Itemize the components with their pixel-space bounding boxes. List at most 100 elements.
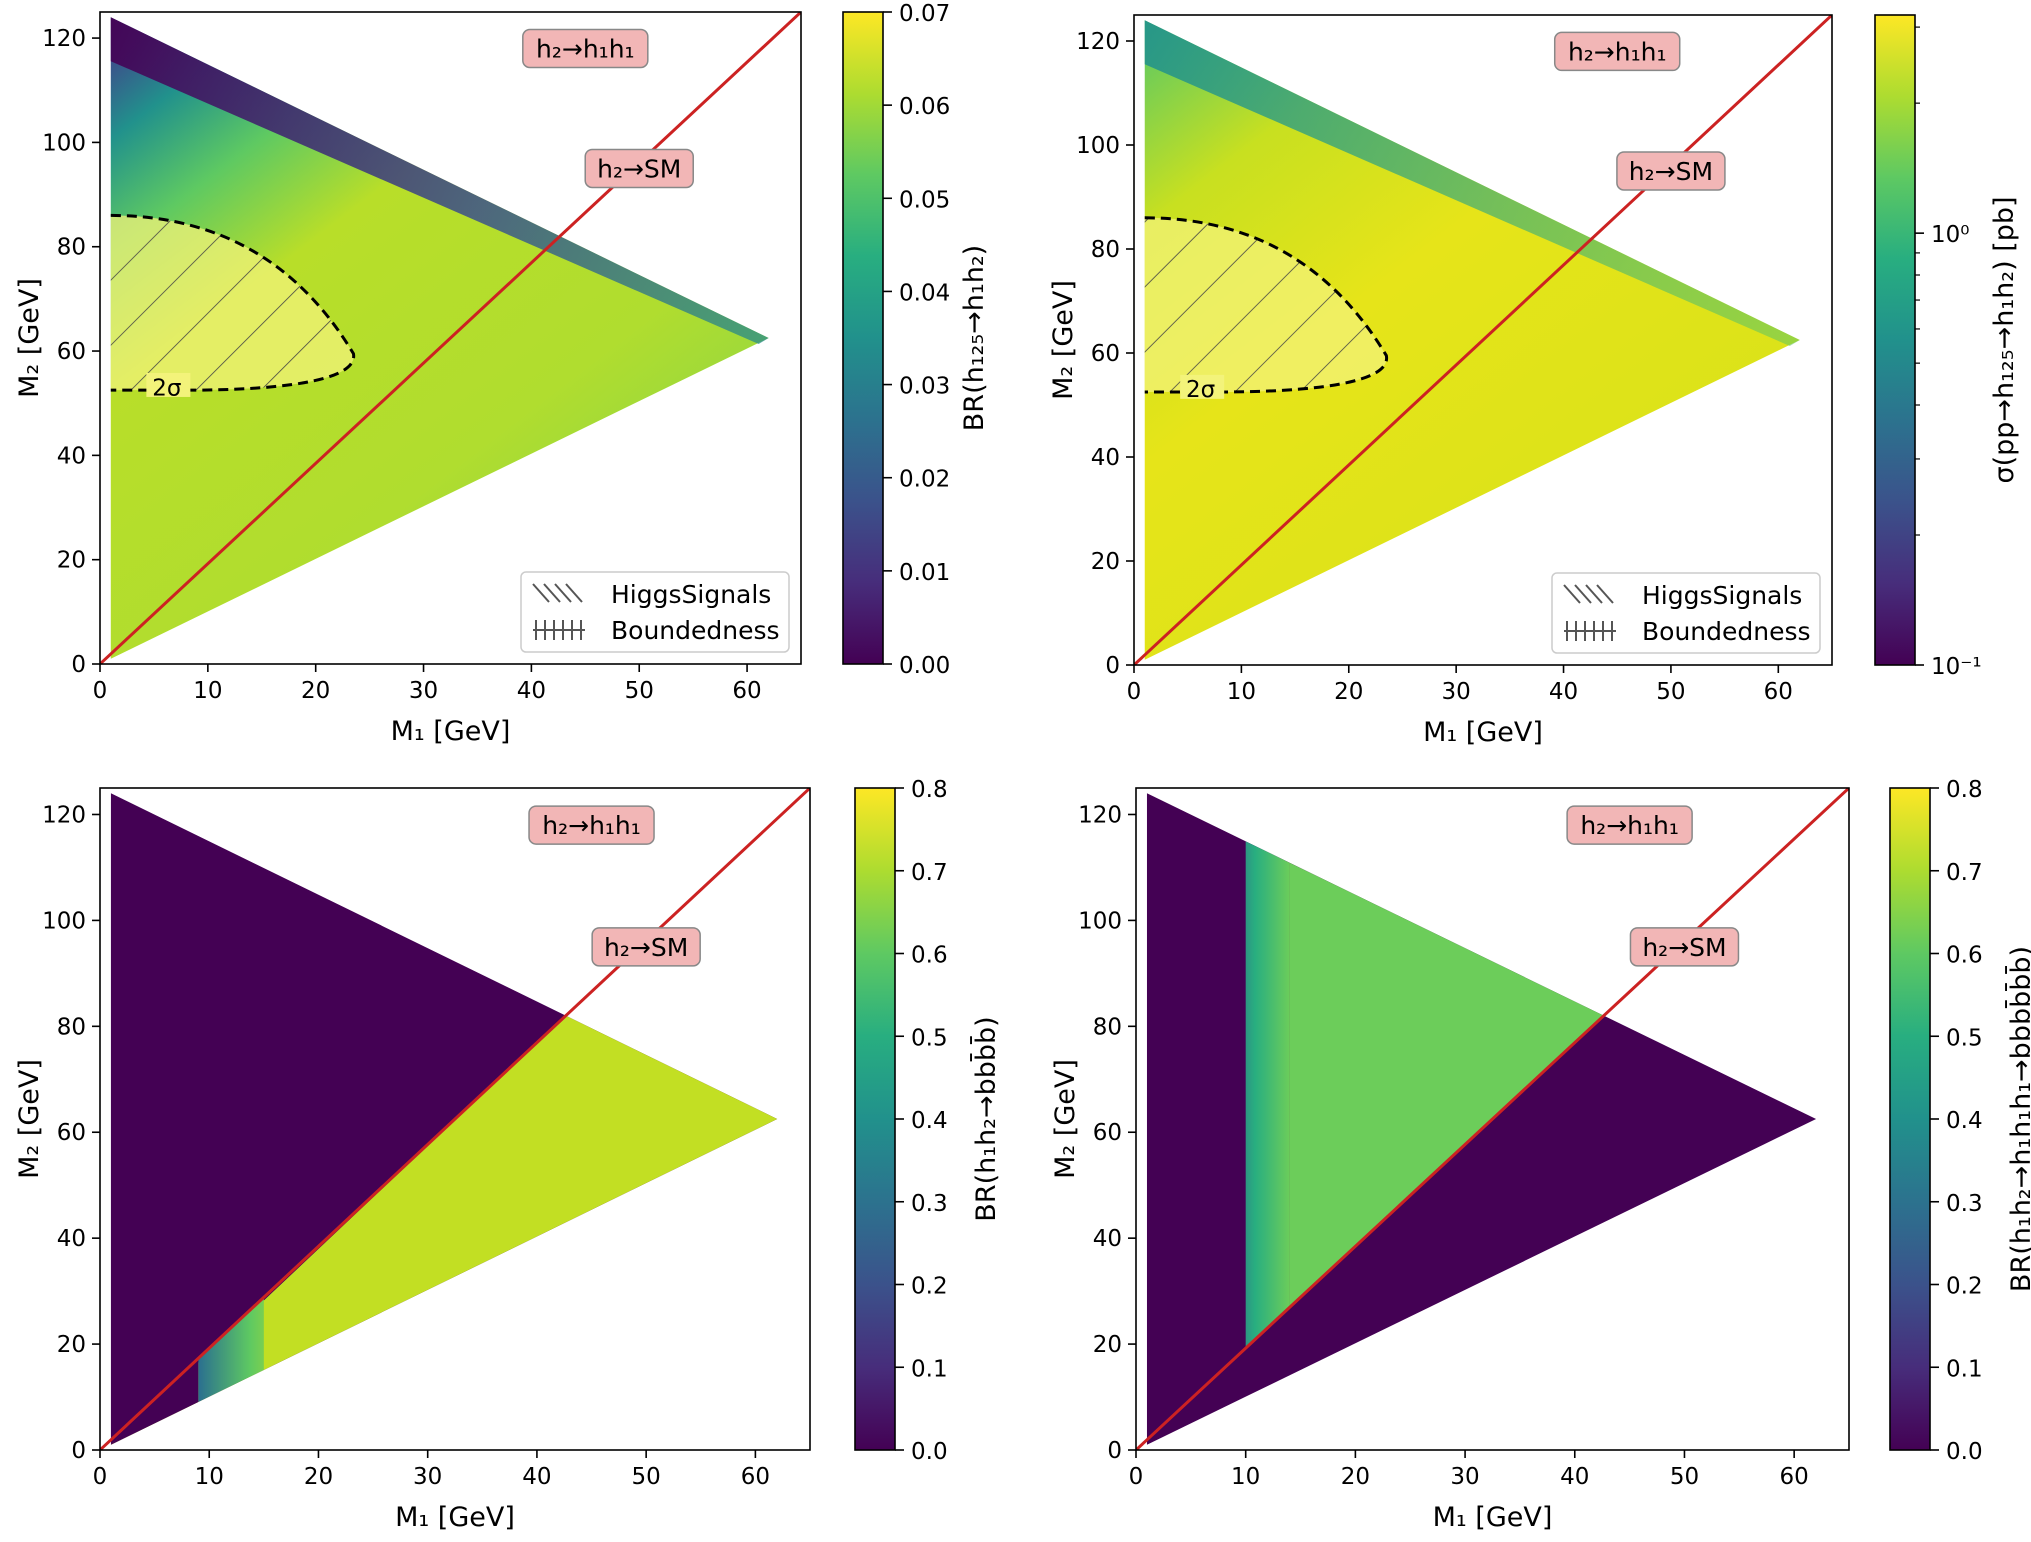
annotation-box	[1553, 31, 1681, 72]
colorbar-tick-label: 0.00	[899, 653, 950, 679]
x-tick-label: 0	[93, 1464, 108, 1490]
y-tick-label: 80	[1093, 1014, 1122, 1040]
colorbar-tick-label: 0.5	[911, 1025, 948, 1051]
colorbar-tick-label: 0.7	[911, 860, 948, 886]
y-tick-label: 100	[1076, 133, 1120, 159]
higgssignals-hatch	[110, 215, 354, 391]
x-tick-label: 10	[195, 1464, 224, 1490]
annotation-box	[1616, 151, 1726, 191]
colorbar-tick-label: 0.4	[1946, 1108, 1983, 1134]
legend-entry: HiggsSignals	[1642, 581, 1802, 610]
contour-2sigma-line	[110, 213, 355, 392]
y-tick-label: 100	[1078, 908, 1122, 934]
colorbar-tick-label: 0.2	[1946, 1274, 1983, 1300]
x-tick-label: 0	[1129, 1464, 1144, 1490]
legend-hatch-swatch	[1563, 584, 1581, 604]
y-tick-label: 120	[1078, 802, 1122, 828]
y-tick-label: 20	[57, 548, 86, 574]
axes-frame	[1133, 14, 1833, 666]
annotation-box	[591, 927, 701, 967]
y-tick-label: 40	[1093, 1226, 1122, 1252]
contour-2sigma-line	[1144, 216, 1388, 394]
colorbar-tick-label: 0.0	[1946, 1439, 1983, 1465]
colorbar-tick-label: 10⁰	[1931, 222, 1970, 248]
colorbar	[842, 11, 884, 665]
panel-4: 0 10 20 30 40 50 60 0 20 40 60 80 100 120 M₁ [GeV] M₂ […	[1050, 777, 2031, 1533]
x-tick-label: 40	[517, 678, 546, 704]
y-tick-label: 0	[71, 1438, 86, 1464]
y-tick-label: 60	[57, 339, 86, 365]
y-tick-label: 60	[1093, 1120, 1122, 1146]
y-tick-label: 20	[1093, 1332, 1122, 1358]
colorbar-tick-label: 0.4	[911, 1108, 948, 1134]
higgssignals-hatch	[1144, 217, 1387, 392]
annotation-box	[584, 148, 694, 189]
x-tick-label: 40	[522, 1464, 551, 1490]
plot-area: 2σ	[1134, 15, 1832, 665]
colorbar-tick-label: 0.6	[1946, 943, 1983, 969]
annotation-box	[1629, 927, 1740, 967]
x-axis-label: M₁ [GeV]	[1433, 1502, 1553, 1533]
colorbar-tick-label: 0.03	[899, 374, 950, 400]
axes-frame	[99, 11, 802, 665]
y-tick-label: 80	[57, 235, 86, 261]
colorbar-tick-label: 0.0	[911, 1439, 948, 1465]
y-tick-label: 40	[57, 443, 86, 469]
diagonal-line	[1134, 15, 1832, 665]
colorbar-label: BR(h₁₂₅→h₁h₂)	[959, 245, 990, 431]
x-tick-label: 30	[413, 1464, 442, 1490]
x-tick-label: 0	[1127, 679, 1142, 705]
colorbar-tick-label: 0.2	[911, 1274, 948, 1300]
colorbar-tick-label: 0.07	[899, 1, 950, 27]
legend-hatch-swatch	[543, 583, 561, 603]
legend-box	[520, 571, 790, 653]
annotation-label: h₂→h₁h₁	[1568, 37, 1667, 66]
contour-label: 2σ	[1186, 377, 1215, 403]
annotation-label: h₂→h₁h₁	[1580, 811, 1679, 840]
y-tick-label: 0	[1107, 1438, 1122, 1464]
annotation-label: h₂→SM	[1642, 933, 1726, 962]
region-below-diagonal	[110, 1015, 778, 1445]
x-tick-label: 10	[193, 678, 222, 704]
colorbar	[1889, 787, 1931, 1451]
plot-area	[100, 788, 810, 1450]
x-tick-label: 50	[625, 678, 654, 704]
legend-entry: Boundedness	[611, 616, 780, 645]
upper-edge-band	[1144, 20, 1800, 346]
x-tick-label: 10	[1227, 679, 1256, 705]
y-tick-label: 0	[1105, 653, 1120, 679]
contour-label: 2σ	[152, 375, 181, 401]
plot-area	[1136, 788, 1849, 1450]
y-tick-label: 60	[57, 1120, 86, 1146]
region-above-diagonal	[1289, 862, 1604, 1308]
x-axis-label: M₁ [GeV]	[391, 716, 511, 747]
x-tick-label: 20	[304, 1464, 333, 1490]
y-tick-label: 120	[1076, 29, 1120, 55]
diagonal-line	[100, 12, 801, 664]
annotation-box	[528, 805, 655, 845]
x-tick-label: 60	[732, 678, 761, 704]
y-axis-label: M₂ [GeV]	[14, 278, 45, 398]
colorbar-tick-label: 0.6	[911, 943, 948, 969]
plot-area: 2σ	[100, 12, 801, 664]
contour-label-bg	[1180, 374, 1225, 399]
panel-3: 0 10 20 30 40 50 60 0 20 40 60 80 100 120 M₁ [GeV] M₂ […	[14, 777, 1002, 1533]
colorbar	[1874, 14, 1916, 666]
x-tick-label: 10	[1231, 1464, 1260, 1490]
colorbar-tick-label: 0.1	[1946, 1356, 1983, 1382]
legend-hatch-swatch	[1574, 584, 1592, 604]
axes-frame	[1135, 787, 1850, 1451]
region-above-diagonal	[110, 793, 778, 1445]
x-axis-label: M₁ [GeV]	[395, 1502, 515, 1533]
x-tick-label: 20	[301, 678, 330, 704]
annotation-label: h₂→h₁h₁	[542, 811, 641, 840]
contour-label-bg	[146, 372, 191, 397]
colorbar-tick-label: 0.8	[911, 777, 948, 803]
x-tick-label: 40	[1549, 679, 1578, 705]
y-tick-label: 120	[42, 26, 86, 52]
legend-hatch-swatch	[532, 583, 550, 603]
y-axis-label: M₂ [GeV]	[1050, 1059, 1081, 1179]
colorbar-tick-label: 0.3	[911, 1191, 948, 1217]
x-tick-label: 50	[632, 1464, 661, 1490]
annotation-label: h₂→SM	[1629, 157, 1713, 186]
